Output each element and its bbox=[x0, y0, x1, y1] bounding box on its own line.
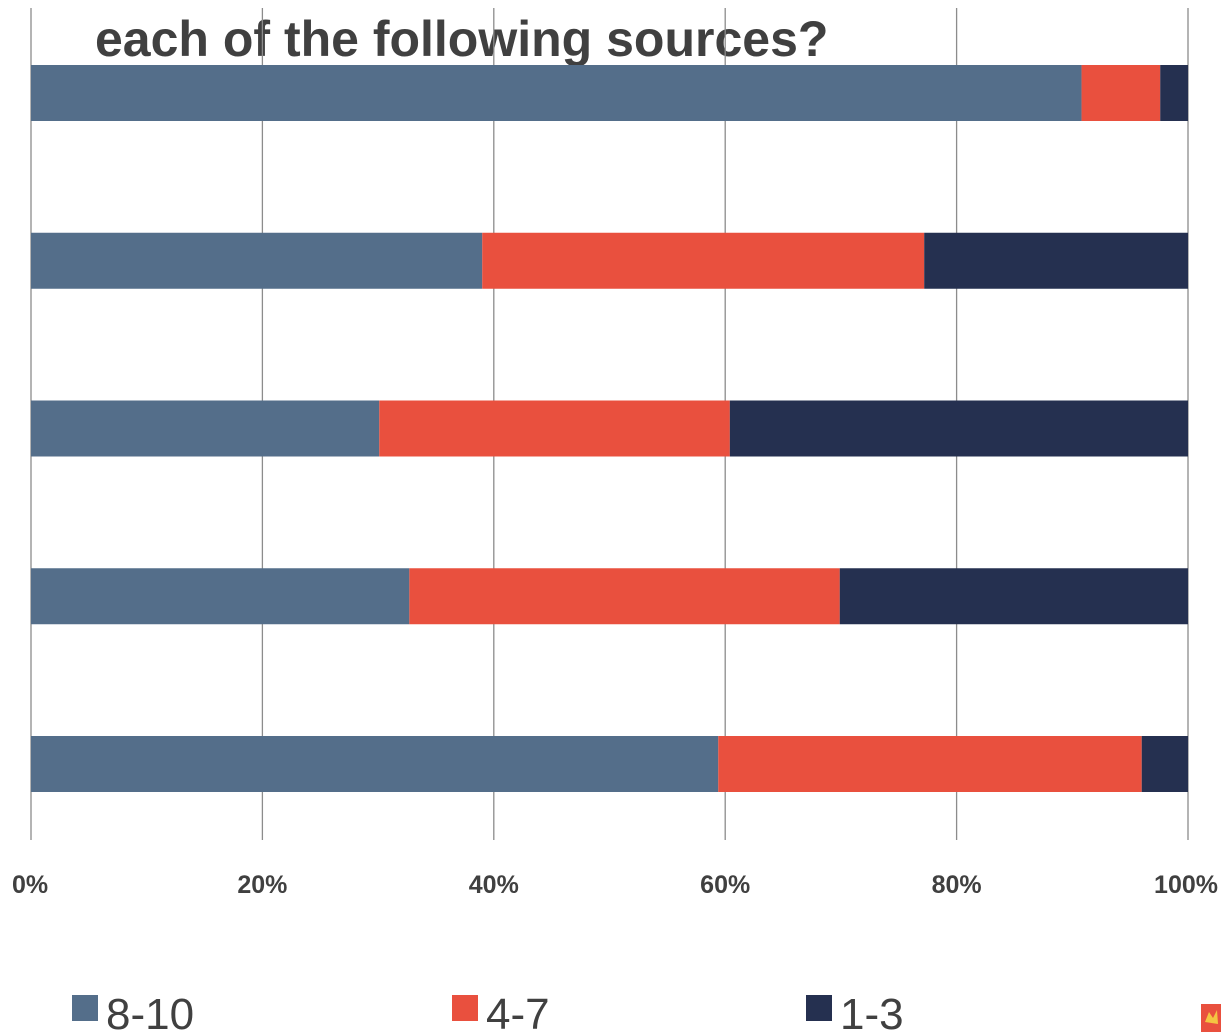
chart-title-line: each of the following sources? bbox=[95, 11, 828, 67]
bar-segment bbox=[729, 400, 1188, 457]
bar-segment bbox=[718, 736, 1142, 792]
x-axis-ticks: 0% 20% 40% 60% 80% 100% bbox=[12, 871, 1218, 899]
bar-row bbox=[31, 65, 1188, 121]
legend-label: 8-10 bbox=[106, 990, 194, 1035]
bar-segment bbox=[31, 568, 410, 625]
bar-segment bbox=[31, 736, 719, 792]
x-tick-label: 0% bbox=[12, 871, 48, 899]
bar-segment bbox=[1160, 65, 1188, 121]
legend-swatch bbox=[452, 995, 478, 1021]
bar-segment bbox=[839, 568, 1188, 625]
bar-row bbox=[31, 400, 1188, 457]
legend-item[interactable]: 8-10 bbox=[72, 990, 194, 1035]
bars bbox=[31, 65, 1188, 792]
bar-segment bbox=[924, 232, 1188, 289]
bar-segment bbox=[379, 400, 730, 457]
legend-swatch bbox=[72, 995, 98, 1021]
bar-segment bbox=[31, 232, 483, 289]
x-tick-label: 40% bbox=[469, 871, 519, 899]
bar-segment bbox=[482, 232, 925, 289]
bar-segment bbox=[31, 400, 380, 457]
bar-row bbox=[31, 568, 1188, 625]
x-tick-label: 20% bbox=[237, 871, 287, 899]
bar-segment bbox=[1081, 65, 1161, 121]
legend-label: 1-3 bbox=[840, 990, 904, 1035]
bar-row bbox=[31, 232, 1188, 289]
bar-segment bbox=[31, 65, 1082, 121]
legend[interactable]: 8-10 4-7 1-3 bbox=[72, 990, 904, 1035]
bar-segment bbox=[1141, 736, 1188, 792]
x-tick-label: 100% bbox=[1154, 871, 1218, 899]
legend-swatch bbox=[806, 995, 832, 1021]
legend-item[interactable]: 1-3 bbox=[806, 990, 904, 1035]
legend-label: 4-7 bbox=[486, 990, 550, 1035]
logo-icon bbox=[1201, 1004, 1221, 1032]
bar-row bbox=[31, 736, 1188, 792]
bar-segment bbox=[409, 568, 840, 625]
x-tick-label: 60% bbox=[700, 871, 750, 899]
legend-item[interactable]: 4-7 bbox=[452, 990, 550, 1035]
chart-title: each of the following sources? bbox=[95, 11, 828, 67]
x-tick-label: 80% bbox=[932, 871, 982, 899]
